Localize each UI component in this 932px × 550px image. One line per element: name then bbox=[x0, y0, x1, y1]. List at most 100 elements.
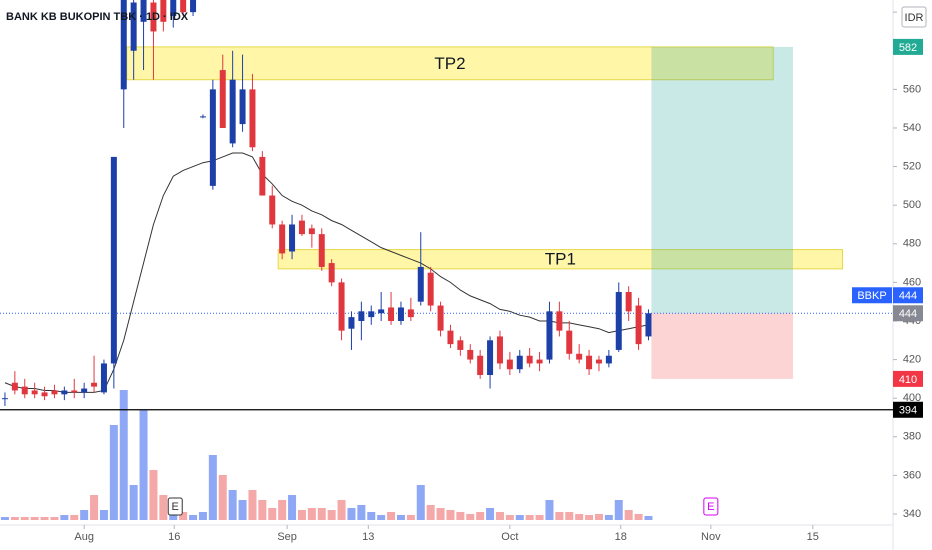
candle-body bbox=[566, 330, 573, 354]
volume-bar bbox=[377, 515, 386, 520]
zone bbox=[651, 313, 794, 379]
zone-label: TP1 bbox=[545, 250, 576, 269]
candle-body bbox=[447, 330, 454, 345]
candle-body bbox=[457, 340, 464, 350]
volume-bar bbox=[495, 512, 504, 520]
candle-body bbox=[397, 307, 404, 321]
volume-bar bbox=[387, 512, 396, 520]
volume-bar bbox=[317, 508, 326, 520]
candle-body bbox=[615, 292, 622, 350]
volume-bar bbox=[258, 500, 267, 520]
candle-body bbox=[269, 195, 276, 225]
volume-bar bbox=[189, 515, 198, 520]
y-tick-label: 480 bbox=[903, 238, 921, 250]
candle-body bbox=[338, 282, 345, 331]
volume-bar bbox=[208, 455, 217, 520]
volume-bar bbox=[525, 515, 534, 520]
volume-bar bbox=[575, 514, 584, 520]
candle-body bbox=[110, 156, 117, 364]
moving-average bbox=[4, 152, 649, 393]
candle-body bbox=[625, 292, 632, 312]
x-tick-label: Aug bbox=[74, 531, 94, 543]
candle-body bbox=[150, 2, 157, 32]
volume-bar bbox=[565, 512, 574, 520]
zone bbox=[277, 249, 844, 270]
symbol-label: BBKP bbox=[857, 290, 886, 302]
volume-bar bbox=[30, 517, 39, 520]
volume-bar bbox=[515, 515, 524, 520]
currency-box[interactable] bbox=[901, 6, 927, 28]
candle-body bbox=[308, 228, 315, 235]
plot-area: TP2 TP1 bbox=[0, 0, 893, 520]
candle-body bbox=[219, 70, 226, 128]
candle-body bbox=[71, 390, 78, 393]
volume-bar bbox=[396, 515, 405, 520]
volume-bar bbox=[70, 515, 79, 520]
volume-bar bbox=[0, 517, 9, 520]
volume-bar bbox=[337, 500, 346, 520]
volume-bar bbox=[634, 514, 643, 520]
event-marker bbox=[167, 497, 183, 516]
volume-bar bbox=[347, 508, 356, 520]
candle-body bbox=[11, 382, 18, 391]
candle-body bbox=[209, 89, 216, 186]
volume-bar bbox=[585, 515, 594, 520]
volume-bar bbox=[555, 512, 564, 520]
volume-bar bbox=[50, 517, 59, 520]
currency[interactable]: IDR bbox=[905, 12, 924, 24]
candle-body bbox=[467, 349, 474, 360]
candle-body bbox=[229, 79, 236, 144]
price-badge bbox=[893, 38, 923, 55]
candle-body bbox=[259, 156, 266, 196]
candle-body bbox=[586, 355, 593, 370]
volume-bar bbox=[238, 500, 247, 520]
candle-body bbox=[348, 317, 355, 329]
volume-bar bbox=[436, 508, 445, 520]
price-badge bbox=[893, 305, 923, 322]
y-tick-label: 400 bbox=[903, 392, 921, 404]
price-badge-label: 582 bbox=[899, 42, 917, 54]
volume-bar bbox=[604, 515, 613, 520]
volume-bar bbox=[297, 510, 306, 520]
volume-bar bbox=[535, 515, 544, 520]
volume-bar bbox=[60, 515, 69, 520]
candle-body bbox=[21, 386, 28, 395]
price-badge-label: 394 bbox=[899, 405, 917, 417]
volume-bar bbox=[476, 512, 485, 520]
candle-body bbox=[91, 382, 98, 387]
candle-body bbox=[437, 305, 444, 331]
y-tick-label: 500 bbox=[903, 199, 921, 211]
volume-bar bbox=[614, 500, 623, 520]
volume-bar bbox=[416, 485, 425, 520]
candle-body bbox=[41, 392, 48, 397]
volume-bar bbox=[10, 517, 19, 520]
volume-bar bbox=[20, 517, 29, 520]
volume-bar bbox=[228, 490, 237, 520]
candle-body bbox=[1, 398, 8, 400]
zone bbox=[651, 46, 794, 314]
candle-body bbox=[318, 234, 325, 267]
candle-body bbox=[506, 359, 513, 370]
y-tick-label: 420 bbox=[903, 353, 921, 365]
volume-bar bbox=[288, 495, 297, 520]
volume-bar bbox=[466, 514, 475, 520]
y-tick-label: 360 bbox=[903, 469, 921, 481]
volume-bar bbox=[218, 475, 227, 520]
axes: 3403603804004204404604805005205405605806… bbox=[74, 6, 923, 543]
volume-bar bbox=[644, 516, 653, 520]
volume-bar bbox=[80, 510, 89, 520]
volume-bar bbox=[545, 500, 554, 520]
candle-body bbox=[298, 220, 305, 235]
event-label: E bbox=[172, 501, 179, 513]
candle-body bbox=[180, 0, 187, 13]
candle-body bbox=[190, 0, 197, 13]
candle-body bbox=[160, 0, 167, 22]
volume-bar bbox=[624, 510, 633, 520]
candle-body bbox=[556, 311, 563, 331]
candle-body bbox=[576, 353, 583, 360]
candle-body bbox=[378, 309, 385, 314]
volume-bar bbox=[268, 508, 277, 520]
candle-body bbox=[100, 363, 107, 393]
candle-body bbox=[120, 0, 127, 90]
